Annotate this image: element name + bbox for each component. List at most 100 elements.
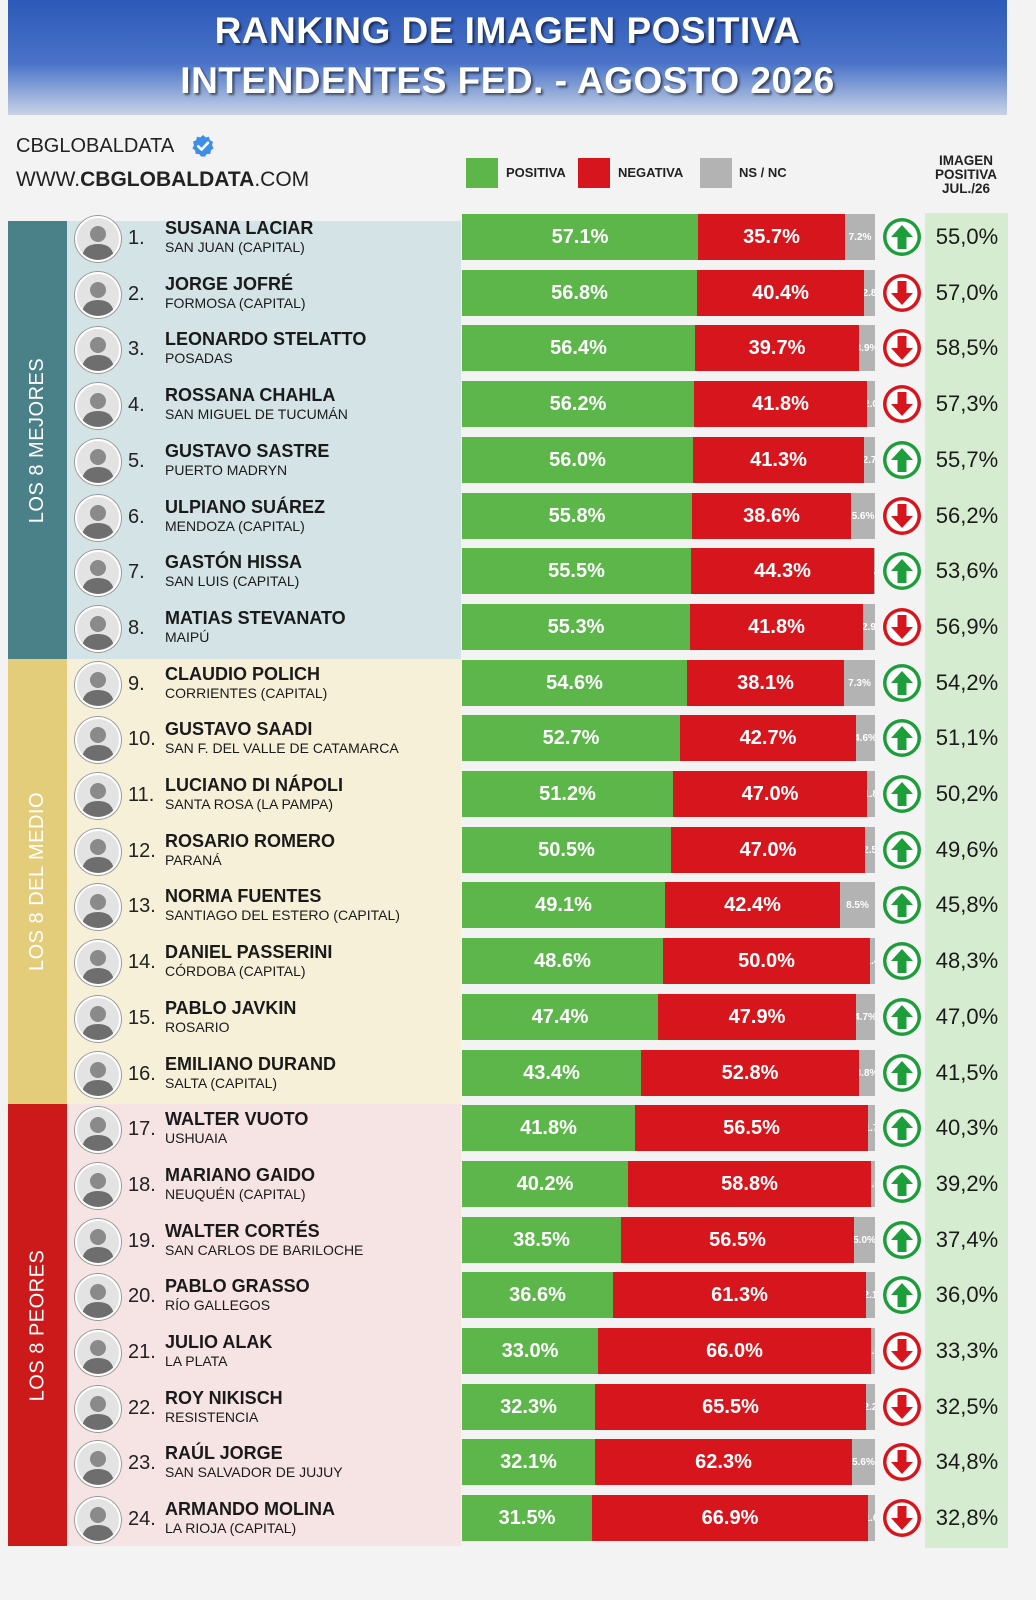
ranking-row: 19. WALTER CORTÉS SAN CARLOS DE BARILOCHE 3… (0, 1216, 1036, 1268)
mayor-name: ROSARIO ROMERO (165, 831, 336, 851)
avatar (75, 1330, 121, 1376)
rank-number: 21. (128, 1341, 156, 1363)
arrow-up-icon (882, 663, 922, 703)
arrow-up-icon (882, 774, 922, 814)
mayor-city: SAN SALVADOR DE JUJUY (165, 1464, 343, 1480)
mayor-name: ARMANDO MOLINA (165, 1499, 335, 1519)
arrow-up-icon (882, 551, 922, 591)
avatar (75, 272, 121, 318)
bar-positive: 55.5% (462, 548, 691, 594)
stacked-bar: 49.1% 42.4% 8.5% (462, 882, 875, 928)
previous-value: 51,1% (935, 725, 999, 750)
mayor-city: SANTA ROSA (LA PAMPA) (165, 796, 334, 812)
bar-nsnc: 1.6 (868, 1495, 875, 1541)
rank-number: 22. (128, 1397, 156, 1419)
mayor-city: SAN CARLOS DE BARILOCHE (165, 1242, 364, 1258)
bar-nsnc: 2.2 (866, 1384, 875, 1430)
bar-negative: 41.3% (693, 437, 864, 483)
previous-value: 33,3% (935, 1338, 999, 1363)
bar-negative: 35.7% (698, 214, 845, 260)
previous-value: 48,3% (935, 948, 999, 973)
bar-positive: 32.1% (462, 1439, 595, 1485)
ranking-row: 13. NORMA FUENTES SANTIAGO DEL ESTERO (CAP… (0, 881, 1036, 933)
mayor-city: FORMOSA (CAPITAL) (165, 295, 306, 311)
bar-negative: 58.8% (628, 1161, 871, 1207)
bar-negative: 47.9% (658, 994, 856, 1040)
stacked-bar: 50.5% 47.0% 2.5 (462, 827, 875, 873)
ranking-row: 2. JORGE JOFRÉ FORMOSA (CAPITAL) 56.8% 40.4%… (0, 269, 1036, 321)
mayor-city: PUERTO MADRYN (165, 462, 288, 478)
previous-value: 32,5% (935, 1394, 999, 1419)
arrow-down-icon (882, 273, 922, 313)
rank-number: 10. (128, 728, 156, 750)
bar-nsnc: 3.8% (859, 1050, 875, 1096)
ranking-row: 14. DANIEL PASSERINI CÓRDOBA (CAPITAL) 48.6… (0, 937, 1036, 989)
arrow-up-icon (882, 440, 922, 480)
verified-badge-icon (192, 135, 214, 157)
legend-positive-label: POSITIVA (506, 165, 566, 180)
avatar (75, 383, 121, 429)
previous-value: 54,2% (935, 670, 999, 695)
arrow-up-icon (882, 1220, 922, 1260)
avatar (75, 1441, 121, 1487)
stacked-bar: 48.6%50.0%1.4 (462, 938, 875, 984)
bar-nsnc: 2.7 (864, 437, 875, 483)
previous-value: 50,2% (935, 781, 999, 806)
bar-nsnc: 1.0 (871, 1328, 875, 1374)
mayor-city: MAIPÚ (165, 629, 210, 645)
previous-value: 45,8% (935, 892, 999, 917)
stacked-bar: 56.2%41.8%2.0 (462, 381, 875, 427)
previous-value: 57,0% (935, 280, 999, 305)
website[interactable]: WWW.CBGLOBALDATA.COM (16, 168, 310, 191)
bar-nsnc: 5.6% (852, 1439, 875, 1485)
mayor-city: SAN F. DEL VALLE DE CATAMARCA (165, 740, 399, 756)
mayor-city: RESISTENCIA (165, 1409, 259, 1425)
bar-positive: 55.3% (462, 604, 690, 650)
mayor-name: GASTÓN HISSA (165, 552, 303, 572)
ranking-row: 20. PABLO GRASSO RÍO GALLEGOS 36.6% 61.3% 2.1… (0, 1271, 1036, 1323)
section-band (8, 1104, 67, 1546)
previous-value: 41,5% (935, 1060, 999, 1085)
rank-number: 2. (128, 283, 145, 305)
mayor-name: LEONARDO STELATTO (165, 329, 367, 349)
mayor-name: EMILIANO DURAND (165, 1054, 336, 1074)
bar-nsnc: 8.5% (840, 882, 875, 928)
avatar (75, 550, 121, 596)
bar-negative: 47.0% (673, 771, 867, 817)
mayor-city: PARANÁ (165, 852, 222, 868)
bar-positive: 36.6% (462, 1272, 613, 1318)
mayor-city: SANTIAGO DEL ESTERO (CAPITAL) (165, 907, 400, 923)
mayor-city: RÍO GALLEGOS (165, 1297, 271, 1313)
avatar (75, 495, 121, 541)
stacked-bar: 56.8% 40.4% 2.8 (462, 270, 875, 316)
arrow-up-icon (882, 1053, 922, 1093)
arrow-down-icon (882, 328, 922, 368)
mayor-city: SALTA (CAPITAL) (165, 1075, 278, 1091)
previous-value: 37,4% (935, 1227, 999, 1252)
bar-nsnc: 5.6% (851, 493, 875, 539)
bar-positive: 49.1% (462, 882, 665, 928)
arrow-down-icon (882, 1331, 922, 1371)
previous-value: 49,6% (935, 837, 999, 862)
previous-value: 55,7% (935, 447, 999, 472)
bar-positive: 55.8% (462, 493, 692, 539)
bar-negative: 44.3% (691, 548, 874, 594)
arrow-down-icon (882, 1387, 922, 1427)
bar-positive: 38.5% (462, 1217, 621, 1263)
mayor-name: JULIO ALAK (165, 1332, 273, 1352)
ranking-row: 5. GUSTAVO SASTRE PUERTO MADRYN 56.0% 41.3% 2… (0, 436, 1036, 488)
bar-nsnc: 2.8 (864, 270, 875, 316)
bar-negative: 61.3% (613, 1272, 866, 1318)
mayor-city: USHUAIA (165, 1130, 228, 1146)
mayor-name: WALTER CORTÉS (165, 1221, 320, 1241)
bar-nsnc: 0.2 (874, 548, 875, 594)
rank-number: 17. (128, 1118, 156, 1140)
previous-value: 57,3% (935, 391, 999, 416)
previous-column-header: IMAGEN POSITIVA JUL./26 (934, 153, 997, 196)
avatar (75, 1107, 121, 1153)
legend-negative-swatch (578, 158, 610, 188)
bar-positive: 56.8% (462, 270, 697, 316)
bar-nsnc: 1.4 (870, 938, 875, 984)
